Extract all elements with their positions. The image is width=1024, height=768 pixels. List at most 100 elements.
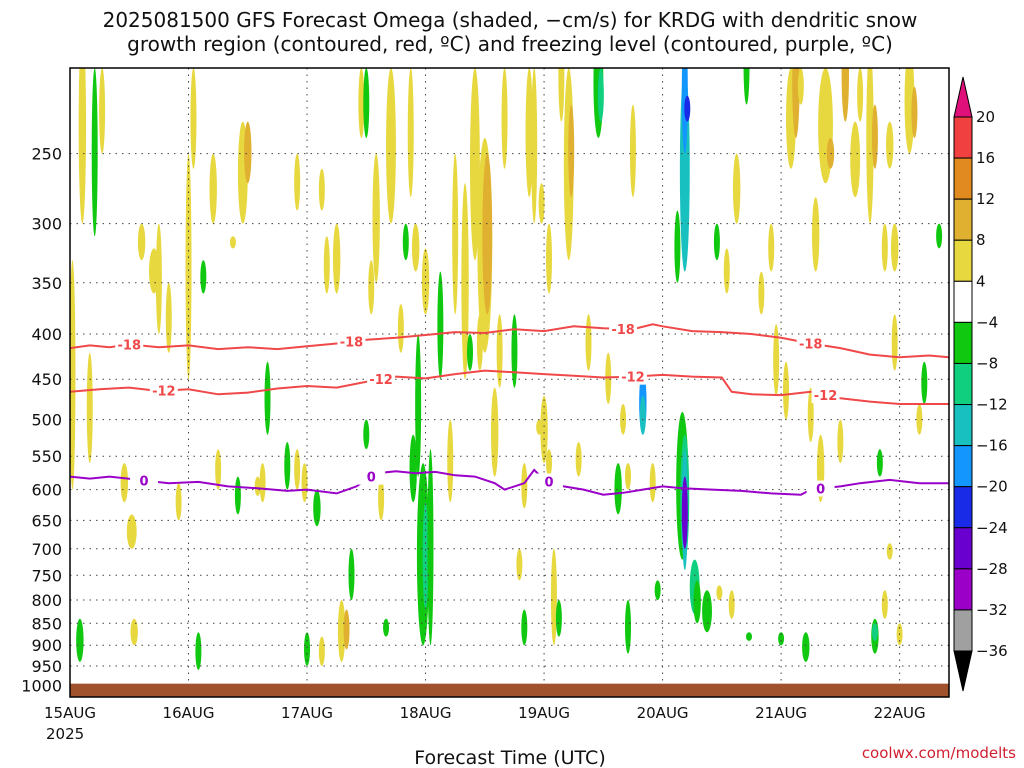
omega-blob [99,68,106,154]
omega-blob [743,68,750,105]
omega-blob [886,543,893,560]
omega-blob [175,483,182,521]
colorbar-tick-label: −12 [976,396,1008,414]
colorbar-box [953,486,973,529]
colorbar-tick-label: 8 [976,231,986,249]
y-tick-label: 350 [31,274,62,293]
omega-blob [881,223,888,272]
omega-blob [195,632,202,670]
colorbar-box [953,239,973,282]
omega-blob [654,580,661,601]
colorbar-box [953,404,973,447]
omega-blob [126,514,137,549]
omega-blob [466,334,473,371]
x-tick-label: 20AUG [637,704,689,722]
contour-label-bg [115,336,144,353]
colorbar-tick-label: 20 [976,108,995,126]
omega-blob [625,600,632,654]
omega-blob [802,632,810,662]
omega-blob [411,223,420,272]
x-tick-label: 18AUG [400,704,452,722]
omega-blob [723,248,730,294]
colorbar-box [953,280,973,323]
omega-shading [70,68,943,670]
omega-blob [120,463,129,503]
colorbar-tick-label: −32 [976,601,1008,619]
colorbar-bottom-arrow [953,650,973,692]
contour-label: 0 [816,483,825,498]
omega-blob [332,223,341,294]
contour-label-bg [618,368,647,385]
omega-blob [323,236,330,294]
omega-blob [550,548,557,646]
omega-blob [674,210,681,283]
y-tick-label: 550 [31,447,62,466]
colorbar-tick-label: −8 [976,354,998,372]
x-tick-label: 22AUG [874,704,926,722]
omega-blob [768,223,775,272]
omega-blob [337,600,346,662]
x-axis-label: Forecast Time (UTC) [414,747,605,768]
omega-blob [348,548,355,601]
omega-blob [521,463,528,509]
omega-blob [229,236,236,249]
omega-blob [490,387,499,477]
contour-line [70,468,949,496]
colorbar-tick-label: −36 [976,642,1008,660]
omega-blob [639,395,646,435]
omega-blob [407,68,414,198]
colorbar-tick-label: −24 [976,519,1008,537]
omega-blob [911,86,918,138]
omega-blob [318,636,325,666]
omega-blob [368,260,375,315]
omega-blob [684,95,691,122]
omega-blob [501,68,508,169]
omega-blob [811,197,820,272]
contour-label-bg [367,371,396,388]
omega-blob [70,260,76,490]
omega-blob [916,403,923,435]
omega-blob [597,68,604,122]
colorbar-box [953,527,973,570]
omega-blob [890,223,899,272]
omega-blob [318,168,325,211]
omega-blob [244,121,252,184]
omega-blob [871,104,878,169]
omega-blob [130,618,138,646]
omega-blob [876,449,883,477]
colorbar-box [953,321,973,364]
omega-blob [850,121,861,198]
omega-blob [575,442,582,477]
contour-label: -12 [369,373,393,388]
y-tick-label: 450 [31,370,62,389]
omega-blob [702,590,712,633]
omega-blob [254,476,261,496]
omega-blob [415,334,422,477]
contour-lines: -18 -18 -18 -18 -12 -12 -12 -12 0 0 0 0 [70,320,949,498]
colorbar-box [953,362,973,406]
surface-band [70,683,949,697]
omega-blob [343,609,350,650]
omega-blob [629,104,636,198]
omega-blob [165,282,172,353]
chart-title-line2: growth region (contoured, red, ºC) and f… [127,32,893,56]
credit-link[interactable]: coolwx.com/modelts [862,744,1016,762]
omega-blob [372,153,380,283]
omega-blob [783,361,790,420]
y-tick-label: 300 [31,215,62,234]
omega-blob [234,476,241,515]
omega-blob [605,352,612,404]
omega-blob [137,223,146,261]
contour-label: -12 [152,385,176,400]
omega-blob [625,463,632,490]
omega-blob [826,137,835,169]
colorbar-tick-label: 12 [976,190,995,208]
omega-blob [358,68,365,138]
omega-blob [91,68,98,237]
omega-blob [546,449,553,477]
omega-blob [452,153,459,315]
x-tick-label: 15AUG [44,704,96,722]
omega-blob [363,419,370,450]
omega-blob [936,223,943,249]
